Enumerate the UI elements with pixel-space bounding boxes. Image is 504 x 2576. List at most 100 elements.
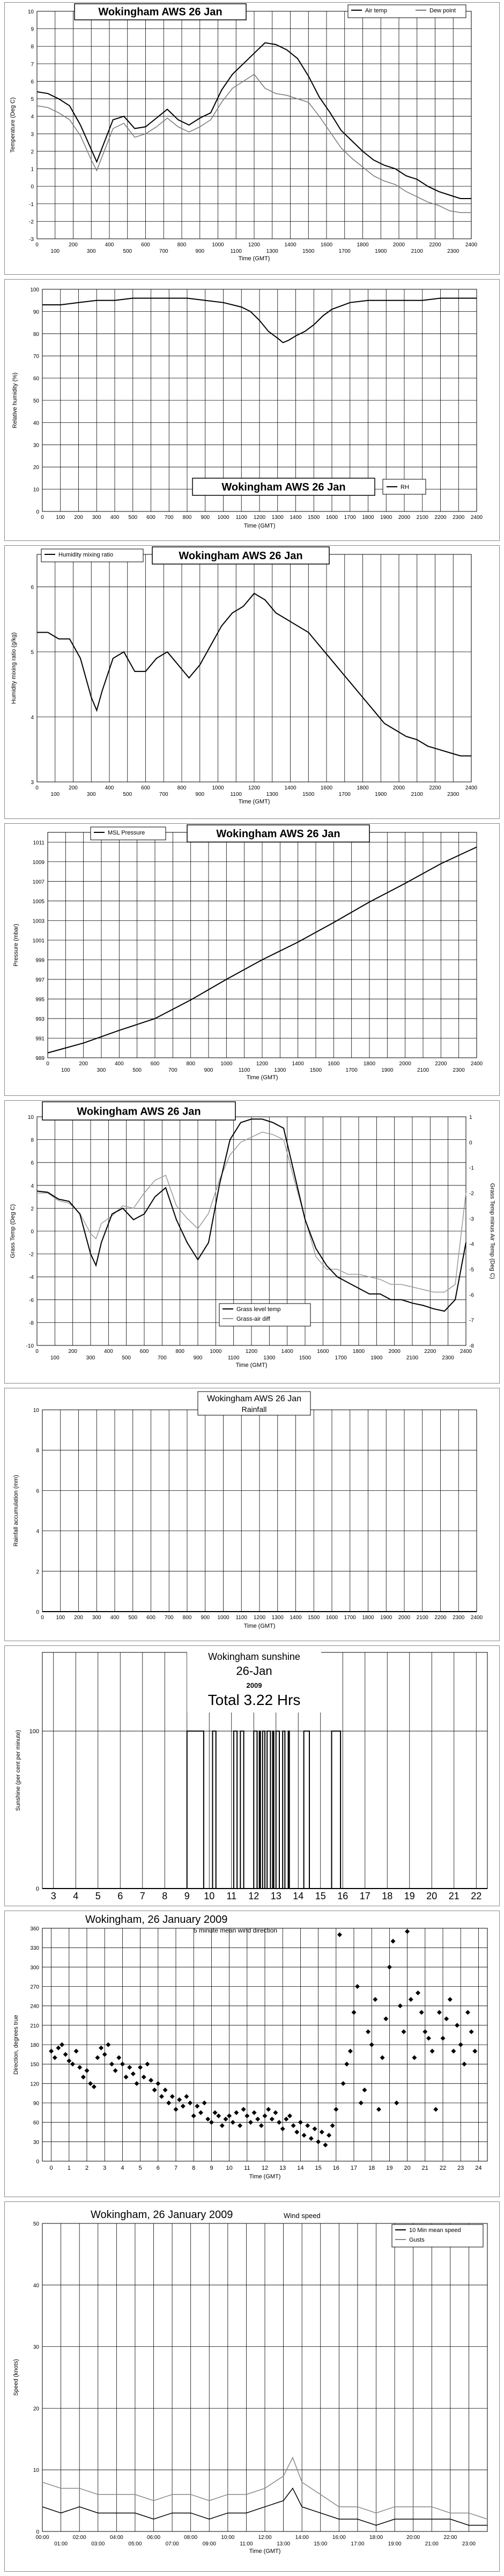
wind-direction-point bbox=[155, 2081, 161, 2086]
legend-box bbox=[391, 2224, 484, 2248]
x-tick-label: 17 bbox=[360, 1891, 370, 1901]
x-tick-label: 16:00 bbox=[332, 2535, 346, 2541]
wind-direction-point bbox=[358, 2101, 364, 2105]
x-tick-label: 400 bbox=[110, 515, 120, 521]
x-tick-label: 2300 bbox=[453, 1615, 465, 1621]
y-tick-label: 20 bbox=[33, 465, 40, 471]
wind-direction-point bbox=[258, 2123, 264, 2128]
x-tick-label: 20:00 bbox=[406, 2535, 420, 2541]
x-tick-label: 0 bbox=[41, 515, 44, 521]
wind-direction-point bbox=[440, 2036, 446, 2041]
y-tick-label: 8 bbox=[31, 1138, 34, 1144]
y-tick-label: 4 bbox=[31, 1183, 34, 1189]
wind-direction-point bbox=[177, 2097, 182, 2102]
x-tick-label: 2100 bbox=[406, 1355, 419, 1361]
x-tick-label: 05:00 bbox=[128, 2541, 142, 2547]
y-tick-label: 10 bbox=[33, 487, 40, 493]
y2-tick-label: -4 bbox=[469, 1242, 474, 1248]
y-tick-label: 0 bbox=[36, 1886, 39, 1892]
x-tick-label: 900 bbox=[201, 1615, 210, 1621]
x-tick-label: 1600 bbox=[321, 785, 333, 791]
wind-direction-panel: 0 30 60 90 120 150 180 210 240 270 300 330 360 0 1 2 3 4 5… bbox=[4, 1911, 500, 2197]
x-tick-label: 14 bbox=[297, 2165, 303, 2171]
wind-direction-point bbox=[106, 2042, 111, 2047]
x-tick-label: 600 bbox=[146, 1615, 155, 1621]
x-tick-label: 300 bbox=[92, 1615, 101, 1621]
sunshine-bar bbox=[331, 1730, 342, 1889]
x-tick-label: 1000 bbox=[220, 1061, 233, 1067]
x-tick-label: 8 bbox=[162, 1891, 167, 1901]
legend-label: Dew point bbox=[429, 8, 456, 14]
x-tick-label: 1500 bbox=[310, 1067, 322, 1073]
x-tick-label: 500 bbox=[128, 515, 137, 521]
wind-speed-chart: 0 10 20 30 40 50 00:00 02:00 04:00 06:00 08:00 10:0… bbox=[13, 2209, 488, 2555]
wind-direction-point bbox=[337, 1932, 342, 1937]
wind-direction-point bbox=[70, 2061, 75, 2067]
sunshine-bar bbox=[258, 1730, 261, 1889]
sunshine-bar bbox=[266, 1730, 271, 1889]
y-tick-label: 30 bbox=[33, 443, 40, 449]
wind-direction-point bbox=[429, 2048, 435, 2054]
temperature-panel: -3 -2 -1 0 1 2 3 4 5 6 7 8 9 10 0 200 400 600 800 1000 1200 1… bbox=[4, 2, 500, 275]
x-tick-label: 22 bbox=[471, 1891, 481, 1901]
y-tick-label: 999 bbox=[35, 957, 45, 963]
sunshine-bar bbox=[212, 1730, 217, 1889]
wind-direction-point bbox=[323, 2142, 328, 2148]
x-tick-label: 1900 bbox=[381, 1067, 394, 1073]
wind-direction-point bbox=[209, 2120, 214, 2125]
sunshine-bar bbox=[233, 1730, 238, 1889]
wind-direction-point bbox=[145, 2061, 150, 2067]
x-tick-label: 1400 bbox=[281, 1349, 294, 1355]
x-axis-label: Time (GMT) bbox=[244, 1623, 276, 1629]
y-tick-label: 240 bbox=[30, 2004, 39, 2010]
x-tick-label: 1800 bbox=[357, 785, 369, 791]
wind-direction-point bbox=[159, 2094, 164, 2099]
x-tick-label: 600 bbox=[141, 242, 150, 248]
x-tick-label: 1300 bbox=[272, 515, 284, 521]
chart-title: Wokingham AWS 26 Jan bbox=[179, 550, 302, 562]
x-tick-label: 2400 bbox=[471, 1615, 483, 1621]
x-tick-label: 2200 bbox=[424, 1349, 436, 1355]
x-tick-label: 1500 bbox=[299, 1355, 312, 1361]
x-tick-label: 2 bbox=[85, 2165, 88, 2171]
x-tick-label: 1500 bbox=[302, 248, 315, 254]
y-tick-label: 0 bbox=[36, 2529, 39, 2535]
x-tick-label: 1600 bbox=[317, 1349, 329, 1355]
x-tick-label: 2100 bbox=[411, 248, 424, 254]
x-tick-label: 2100 bbox=[417, 515, 429, 521]
wind-direction-point bbox=[180, 2104, 186, 2109]
wind-direction-point bbox=[405, 1929, 410, 1934]
x-tick-label: 900 bbox=[201, 515, 210, 521]
chart-title: Wokingham, 26 January 2009 bbox=[85, 1914, 227, 1926]
x-tick-label: 0 bbox=[35, 242, 39, 248]
y-tick-label: 997 bbox=[35, 977, 45, 983]
x-tick-label: 1900 bbox=[370, 1355, 383, 1361]
wind-direction-point bbox=[198, 2110, 203, 2116]
sunshine-chart: 3 4 5 6 7 8 9 10 11 12 13 14 15 16 17 18 19 20 21 22 0 100 Wok… bbox=[15, 1648, 488, 1901]
y-tick-label: -2 bbox=[29, 219, 34, 225]
x-tick-label: 1000 bbox=[212, 785, 224, 791]
pressure-series-line bbox=[47, 846, 477, 1053]
x-tick-label: 100 bbox=[50, 1355, 60, 1361]
x-tick-label: 1800 bbox=[362, 1615, 374, 1621]
wind-direction-point bbox=[162, 2087, 168, 2092]
sunshine-panel: 3 4 5 6 7 8 9 10 11 12 13 14 15 16 17 18 19 20 21 22 0 100 Wok… bbox=[4, 1645, 500, 1906]
x-tick-label: 2200 bbox=[429, 242, 441, 248]
y2-tick-label: -8 bbox=[469, 1343, 474, 1349]
wind-direction-point bbox=[277, 2120, 282, 2125]
x-tick-label: 400 bbox=[104, 1349, 113, 1355]
x-tick-label: 400 bbox=[110, 1615, 120, 1621]
y-tick-label: 1011 bbox=[33, 840, 45, 846]
x-tick-label: 500 bbox=[123, 792, 132, 797]
sunshine-bar bbox=[272, 1730, 275, 1889]
x-tick-label: 0 bbox=[35, 1349, 39, 1355]
x-tick-label: 19:00 bbox=[388, 2541, 402, 2547]
y-tick-label: 330 bbox=[30, 1945, 39, 1951]
x-tick-label: 1100 bbox=[230, 248, 242, 254]
legend-label: Air temp bbox=[365, 8, 387, 14]
y-tick-label: 0 bbox=[36, 1609, 39, 1615]
x-tick-label: 1500 bbox=[302, 792, 315, 797]
x-axis-label: Time (GMT) bbox=[249, 2174, 281, 2180]
x-tick-label: 6 bbox=[117, 1891, 123, 1901]
wind-direction-point bbox=[95, 2055, 100, 2060]
